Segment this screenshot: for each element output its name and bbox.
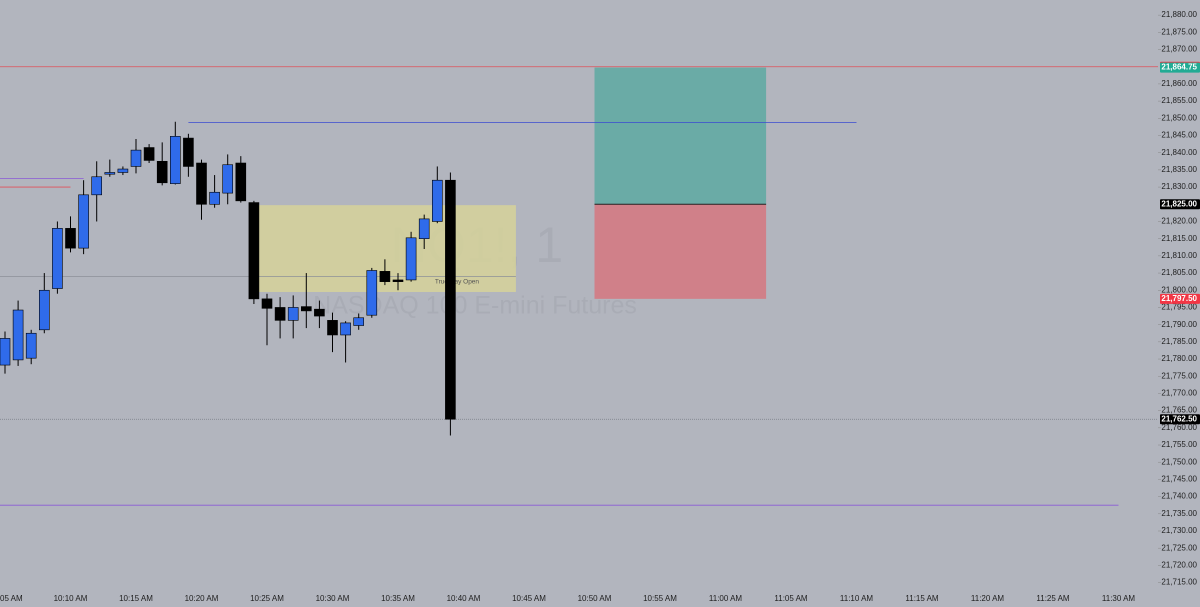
x-tick-label: 11:30 AM xyxy=(1102,594,1136,603)
candle-body xyxy=(248,202,260,300)
x-tick-label: 10:50 AM xyxy=(578,594,612,603)
profit-zone xyxy=(594,67,767,205)
candle-body xyxy=(418,218,430,239)
price-label: 21,825.00 xyxy=(1161,199,1197,208)
y-tick-label: 21,810.00 xyxy=(1161,251,1197,260)
y-tick-label: 21,725.00 xyxy=(1161,543,1197,552)
x-tick-label: 11:00 AM xyxy=(709,594,743,603)
y-tick-label: 21,765.00 xyxy=(1161,406,1197,415)
candle-body xyxy=(170,136,181,184)
candle-body xyxy=(314,308,325,317)
candle-body xyxy=(78,194,89,249)
watermark-description: NASDAQ 100 E-mini Futures xyxy=(313,292,637,320)
y-tick-label: 21,855.00 xyxy=(1161,96,1197,105)
candle-body xyxy=(274,307,286,321)
y-tick-label: 21,735.00 xyxy=(1161,509,1197,518)
y-tick-label: 21,875.00 xyxy=(1161,27,1197,36)
x-tick-label: 11:20 AM xyxy=(971,594,1005,603)
candle-body xyxy=(405,237,417,281)
y-tick-label: 21,770.00 xyxy=(1161,389,1197,398)
candle-body xyxy=(196,162,207,205)
x-tick-label: 11:05 AM xyxy=(774,594,808,603)
candle-body xyxy=(65,228,76,249)
y-tick-label: 21,730.00 xyxy=(1161,526,1197,535)
y-tick-label: 21,760.00 xyxy=(1161,423,1197,432)
candle-body xyxy=(379,271,391,282)
candle-body xyxy=(38,289,50,331)
x-tick-label: 11:25 AM xyxy=(1036,594,1070,603)
y-tick-label: 21,780.00 xyxy=(1161,354,1197,363)
y-tick-label: 21,815.00 xyxy=(1161,234,1197,243)
candle-body xyxy=(156,160,168,184)
x-tick-label: 10:15 AM xyxy=(119,594,153,603)
candle-body xyxy=(12,309,24,361)
candle-body xyxy=(130,149,142,167)
candle-body xyxy=(235,162,247,202)
y-tick-label: 21,715.00 xyxy=(1161,578,1197,587)
y-tick-label: 21,830.00 xyxy=(1161,182,1197,191)
candle-body xyxy=(209,191,220,205)
price-label-box xyxy=(1160,293,1200,304)
candle-body xyxy=(392,279,404,282)
price-label-box xyxy=(1160,62,1200,73)
y-tick-label: 21,845.00 xyxy=(1161,131,1197,140)
y-tick-label: 21,755.00 xyxy=(1161,440,1197,449)
price-label-box xyxy=(1160,199,1200,210)
candle-body xyxy=(91,176,102,196)
x-tick-label: 11:10 AM xyxy=(840,594,874,603)
x-tick-label: 10:35 AM xyxy=(381,594,415,603)
x-tick-label: 05 AM xyxy=(0,594,23,603)
candle-body xyxy=(353,317,365,326)
x-tick-label: 10:20 AM xyxy=(185,594,219,603)
price-label-box xyxy=(1160,414,1200,425)
candle-body xyxy=(183,137,194,167)
price-label: 21,864.75 xyxy=(1161,63,1197,72)
y-tick-label: 21,870.00 xyxy=(1161,45,1197,54)
y-tick-label: 21,775.00 xyxy=(1161,371,1197,380)
candle-body xyxy=(327,320,338,336)
candle-body xyxy=(143,147,155,161)
x-tick-label: 10:25 AM xyxy=(250,594,284,603)
candle-body xyxy=(445,179,456,420)
x-tick-label: 10:40 AM xyxy=(447,594,481,603)
y-tick-label: 21,745.00 xyxy=(1161,475,1197,484)
candle-body xyxy=(340,322,351,336)
y-tick-label: 21,750.00 xyxy=(1161,457,1197,466)
y-tick-label: 21,800.00 xyxy=(1161,285,1197,294)
candle-body xyxy=(104,172,116,175)
x-tick-label: 11:15 AM xyxy=(905,594,939,603)
x-tick-label: 10:30 AM xyxy=(316,594,350,603)
zone-label: True Day Open xyxy=(435,279,480,286)
y-tick-label: 21,840.00 xyxy=(1161,148,1197,157)
y-tick-label: 21,880.00 xyxy=(1161,10,1197,19)
candle-body xyxy=(0,338,11,366)
candle-body xyxy=(431,179,443,222)
x-tick-label: 10:45 AM xyxy=(512,594,546,603)
y-tick-label: 21,820.00 xyxy=(1161,217,1197,226)
candle-body xyxy=(117,168,129,173)
x-tick-label: 10:55 AM xyxy=(643,594,677,603)
y-tick-label: 21,835.00 xyxy=(1161,165,1197,174)
candle-body xyxy=(300,306,312,312)
candle-body xyxy=(222,164,233,194)
candle-body xyxy=(366,270,378,316)
price-label: 21,797.50 xyxy=(1161,294,1197,303)
loss-zone xyxy=(594,204,767,299)
candle-body xyxy=(25,332,37,359)
y-tick-label: 21,740.00 xyxy=(1161,492,1197,501)
x-tick-label: 10:10 AM xyxy=(54,594,88,603)
y-tick-label: 21,850.00 xyxy=(1161,113,1197,122)
candle-body xyxy=(287,307,299,321)
y-tick-label: 21,790.00 xyxy=(1161,320,1197,329)
candle-body xyxy=(52,228,63,289)
y-tick-label: 21,805.00 xyxy=(1161,268,1197,277)
price-label: 21,762.50 xyxy=(1161,414,1197,423)
y-tick-label: 21,785.00 xyxy=(1161,337,1197,346)
y-tick-label: 21,795.00 xyxy=(1161,303,1197,312)
y-tick-label: 21,860.00 xyxy=(1161,79,1197,88)
y-tick-label: 21,720.00 xyxy=(1161,560,1197,569)
candle-body xyxy=(261,298,273,309)
